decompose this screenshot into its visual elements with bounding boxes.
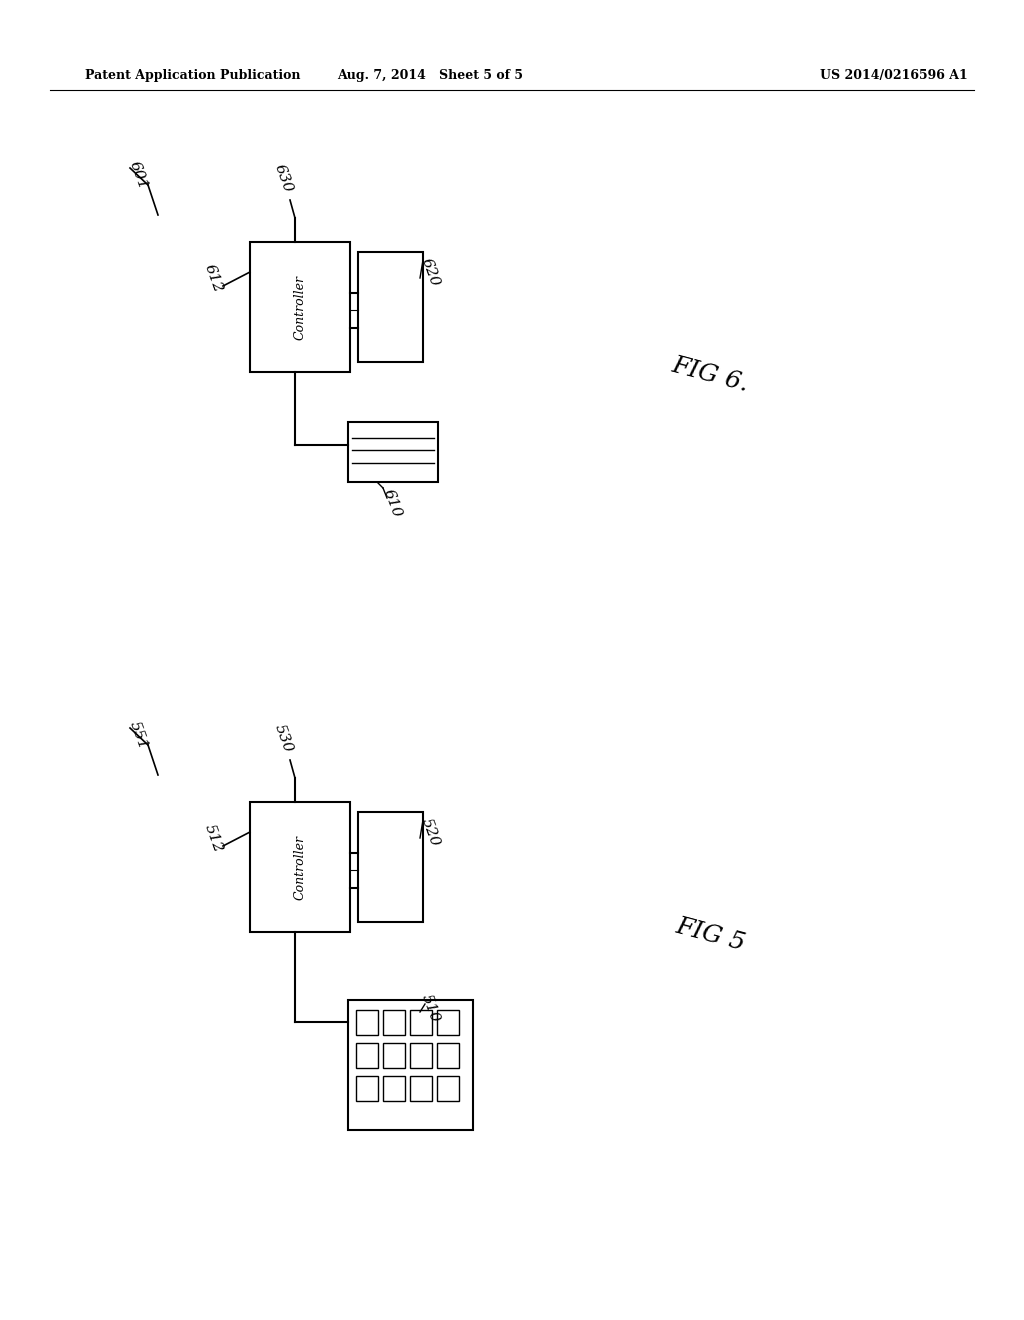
Text: 512: 512 (202, 822, 224, 854)
Bar (383, 1043, 406, 1068)
Text: Controller: Controller (294, 834, 306, 899)
Bar (437, 1043, 459, 1068)
Bar (348, 1001, 473, 1130)
Text: 510: 510 (419, 991, 441, 1024)
Bar (348, 422, 438, 482)
Text: US 2014/0216596 A1: US 2014/0216596 A1 (820, 69, 968, 82)
Bar (356, 1043, 378, 1068)
Text: 551: 551 (126, 719, 150, 751)
Text: 612: 612 (202, 261, 224, 294)
Bar (383, 1076, 406, 1101)
Bar (410, 1010, 432, 1035)
Text: 610: 610 (381, 487, 403, 519)
Bar (358, 812, 423, 921)
Bar (410, 1076, 432, 1101)
Bar (437, 1010, 459, 1035)
Bar (356, 1076, 378, 1101)
Text: Controller: Controller (294, 275, 306, 339)
Text: FIG 5: FIG 5 (673, 915, 748, 956)
Text: 520: 520 (419, 816, 441, 849)
Text: 601: 601 (126, 158, 150, 191)
Bar (410, 1043, 432, 1068)
Text: Aug. 7, 2014   Sheet 5 of 5: Aug. 7, 2014 Sheet 5 of 5 (337, 69, 523, 82)
Text: 620: 620 (419, 256, 441, 288)
Bar (383, 1010, 406, 1035)
Bar (356, 1010, 378, 1035)
Text: 530: 530 (271, 722, 295, 754)
Bar (437, 1076, 459, 1101)
Text: Patent Application Publication: Patent Application Publication (85, 69, 300, 82)
Text: FIG 6.: FIG 6. (669, 354, 752, 396)
Text: 630: 630 (271, 162, 295, 194)
Bar (250, 242, 350, 372)
Bar (358, 252, 423, 362)
Bar (250, 803, 350, 932)
